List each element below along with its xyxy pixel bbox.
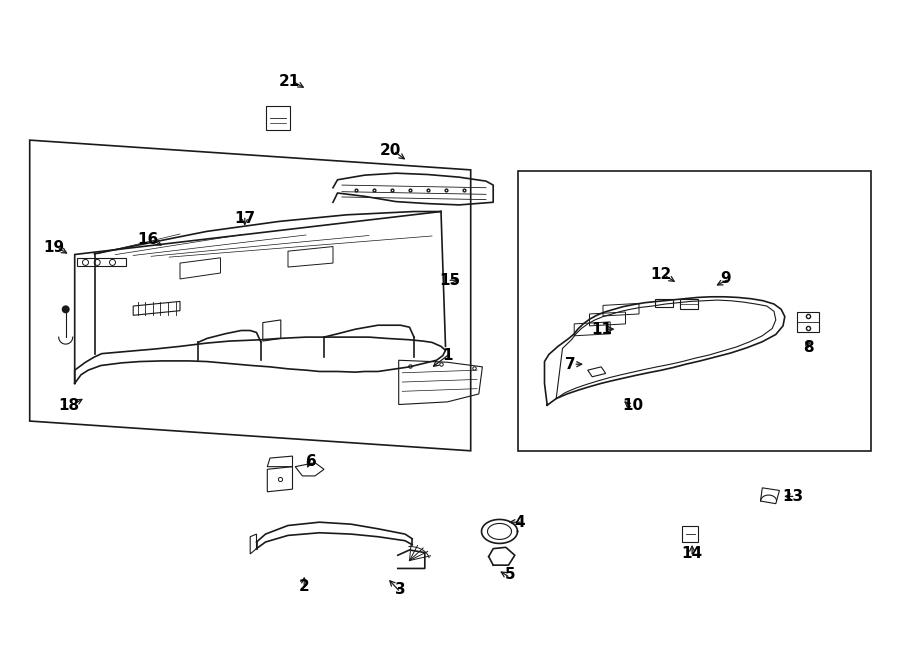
Text: 21: 21 [279, 74, 300, 89]
Text: 7: 7 [565, 357, 576, 371]
Text: 9: 9 [721, 272, 732, 286]
Text: 13: 13 [782, 489, 803, 504]
Text: 11: 11 [591, 322, 612, 336]
Text: 15: 15 [440, 273, 461, 288]
Text: 2: 2 [299, 579, 310, 594]
Text: 4: 4 [515, 515, 526, 529]
Text: 8: 8 [803, 340, 814, 355]
Text: 5: 5 [505, 567, 516, 582]
Text: 20: 20 [380, 143, 401, 158]
Text: 16: 16 [138, 232, 158, 247]
Text: 18: 18 [58, 398, 79, 412]
Text: 14: 14 [681, 546, 703, 561]
Text: 10: 10 [622, 398, 644, 413]
Text: 17: 17 [234, 211, 256, 226]
Circle shape [62, 305, 69, 313]
Text: 12: 12 [651, 268, 671, 282]
Text: 19: 19 [43, 240, 64, 254]
Text: 1: 1 [443, 348, 454, 363]
Text: 6: 6 [306, 453, 317, 469]
Text: 3: 3 [395, 582, 406, 597]
